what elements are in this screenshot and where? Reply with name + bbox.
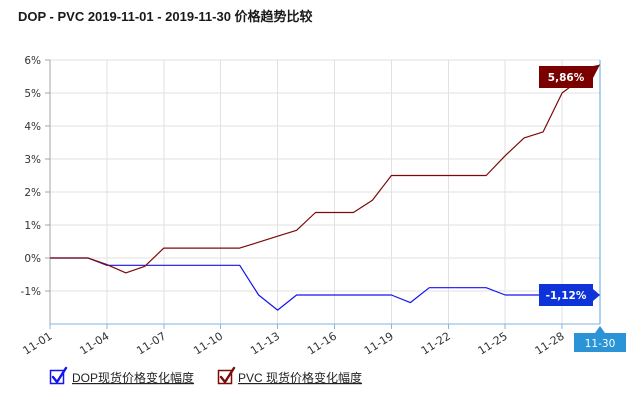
dop-value-label-box — [539, 283, 600, 306]
y-tick-label: 0% — [24, 253, 41, 265]
hover-x-box — [574, 326, 626, 352]
y-tick-label: 6% — [24, 55, 41, 67]
y-tick-label: 2% — [24, 187, 41, 199]
x-tick-label: 11-01 — [21, 330, 55, 358]
dop-value-label-text: -1,12% — [546, 290, 587, 302]
dop-series-line[interactable] — [50, 257, 600, 311]
x-tick-label: 11-10 — [191, 330, 225, 358]
dop-checkmark-icon — [51, 366, 68, 384]
x-tick-label: 11-28 — [533, 330, 567, 358]
legend-label-dop[interactable]: DOP现货价格变化幅度 — [72, 370, 194, 385]
pvc-series-line[interactable] — [50, 64, 601, 274]
dop-value-label: -1,12% — [539, 283, 600, 306]
plot-area[interactable] — [50, 60, 600, 324]
chart-title: DOP - PVC 2019-11-01 - 2019-11-30 价格趋势比较 — [18, 9, 313, 24]
x-tick-label: 11-19 — [362, 330, 396, 358]
grid — [49, 59, 600, 324]
pvc-value-label: 5,86% — [539, 64, 600, 88]
dop-checkbox-icon[interactable] — [49, 369, 65, 385]
pvc-value-label-text: 5,86% — [548, 72, 585, 84]
hover-tooltips: 11-30 -1,12% 5,86% — [539, 60, 626, 352]
x-tick-label: 11-04 — [77, 330, 111, 358]
y-tick-label: 3% — [24, 154, 41, 166]
y-tick-label: 5% — [24, 88, 41, 100]
pvc-checkbox-icon[interactable] — [217, 369, 233, 385]
legend-label-pvc[interactable]: PVC 现货价格变化幅度 — [238, 370, 362, 385]
x-tick-label: 11-25 — [476, 330, 510, 358]
y-tick-label: 4% — [24, 121, 41, 133]
legend-item-dop[interactable]: DOP现货价格变化幅度 — [49, 366, 195, 385]
y-tick-label: -1% — [21, 286, 41, 298]
y-tick-label: 1% — [24, 220, 41, 232]
legend-item-pvc[interactable]: PVC 现货价格变化幅度 — [217, 366, 363, 385]
x-tick-label: 11-22 — [419, 330, 453, 358]
x-tick-label: 11-07 — [134, 330, 168, 358]
series — [50, 64, 601, 311]
hover-x-text: 11-30 — [585, 338, 616, 350]
pvc-checkmark-icon — [219, 366, 236, 384]
x-tick-label: 11-16 — [305, 330, 339, 358]
legend: DOP现货价格变化幅度 PVC 现货价格变化幅度 — [49, 366, 363, 385]
pvc-value-label-box — [539, 64, 600, 88]
hover-x-label: 11-30 — [574, 326, 626, 352]
x-tick-label: 11-13 — [248, 330, 282, 358]
